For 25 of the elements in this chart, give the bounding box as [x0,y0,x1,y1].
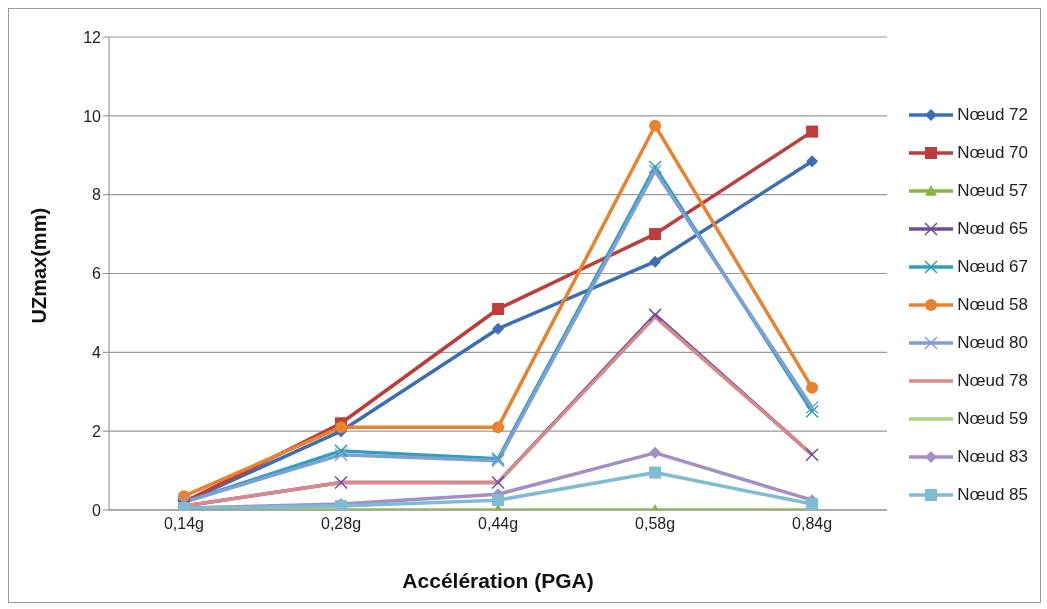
legend-label: Nœud 85 [957,484,1028,505]
legend-label: Nœud 57 [957,180,1028,201]
x-tick-label: 0,44g [478,515,519,533]
x-axis-title: Accélération (PGA) [402,569,594,592]
legend-label: Nœud 78 [957,370,1028,391]
y-axis-title: UZmax(mm) [28,207,51,324]
y-tick-label: 0 [92,501,102,519]
x-tick-label: 0,14g [163,515,205,533]
legend-label: Nœud 58 [957,294,1028,315]
legend-label: Nœud 80 [957,332,1028,353]
x-tick-label: 0,84g [792,515,833,533]
y-tick-label: 2 [92,422,102,440]
y-tick-label: 4 [92,344,102,362]
legend-label: Nœud 72 [957,104,1028,125]
legend-label: Nœud 83 [957,446,1028,467]
legend-label: Nœud 65 [957,218,1028,239]
x-tick-label: 0,28g [321,515,362,533]
legend-label: Nœud 59 [957,408,1028,429]
x-tick-label: 0,58g [635,515,676,533]
y-tick-label: 12 [83,28,102,46]
y-tick-label: 10 [83,107,102,125]
y-tick-label: 8 [92,186,102,204]
legend-label: Nœud 70 [957,142,1028,163]
legend-label: Nœud 67 [957,256,1028,277]
y-tick-label: 6 [92,265,102,283]
